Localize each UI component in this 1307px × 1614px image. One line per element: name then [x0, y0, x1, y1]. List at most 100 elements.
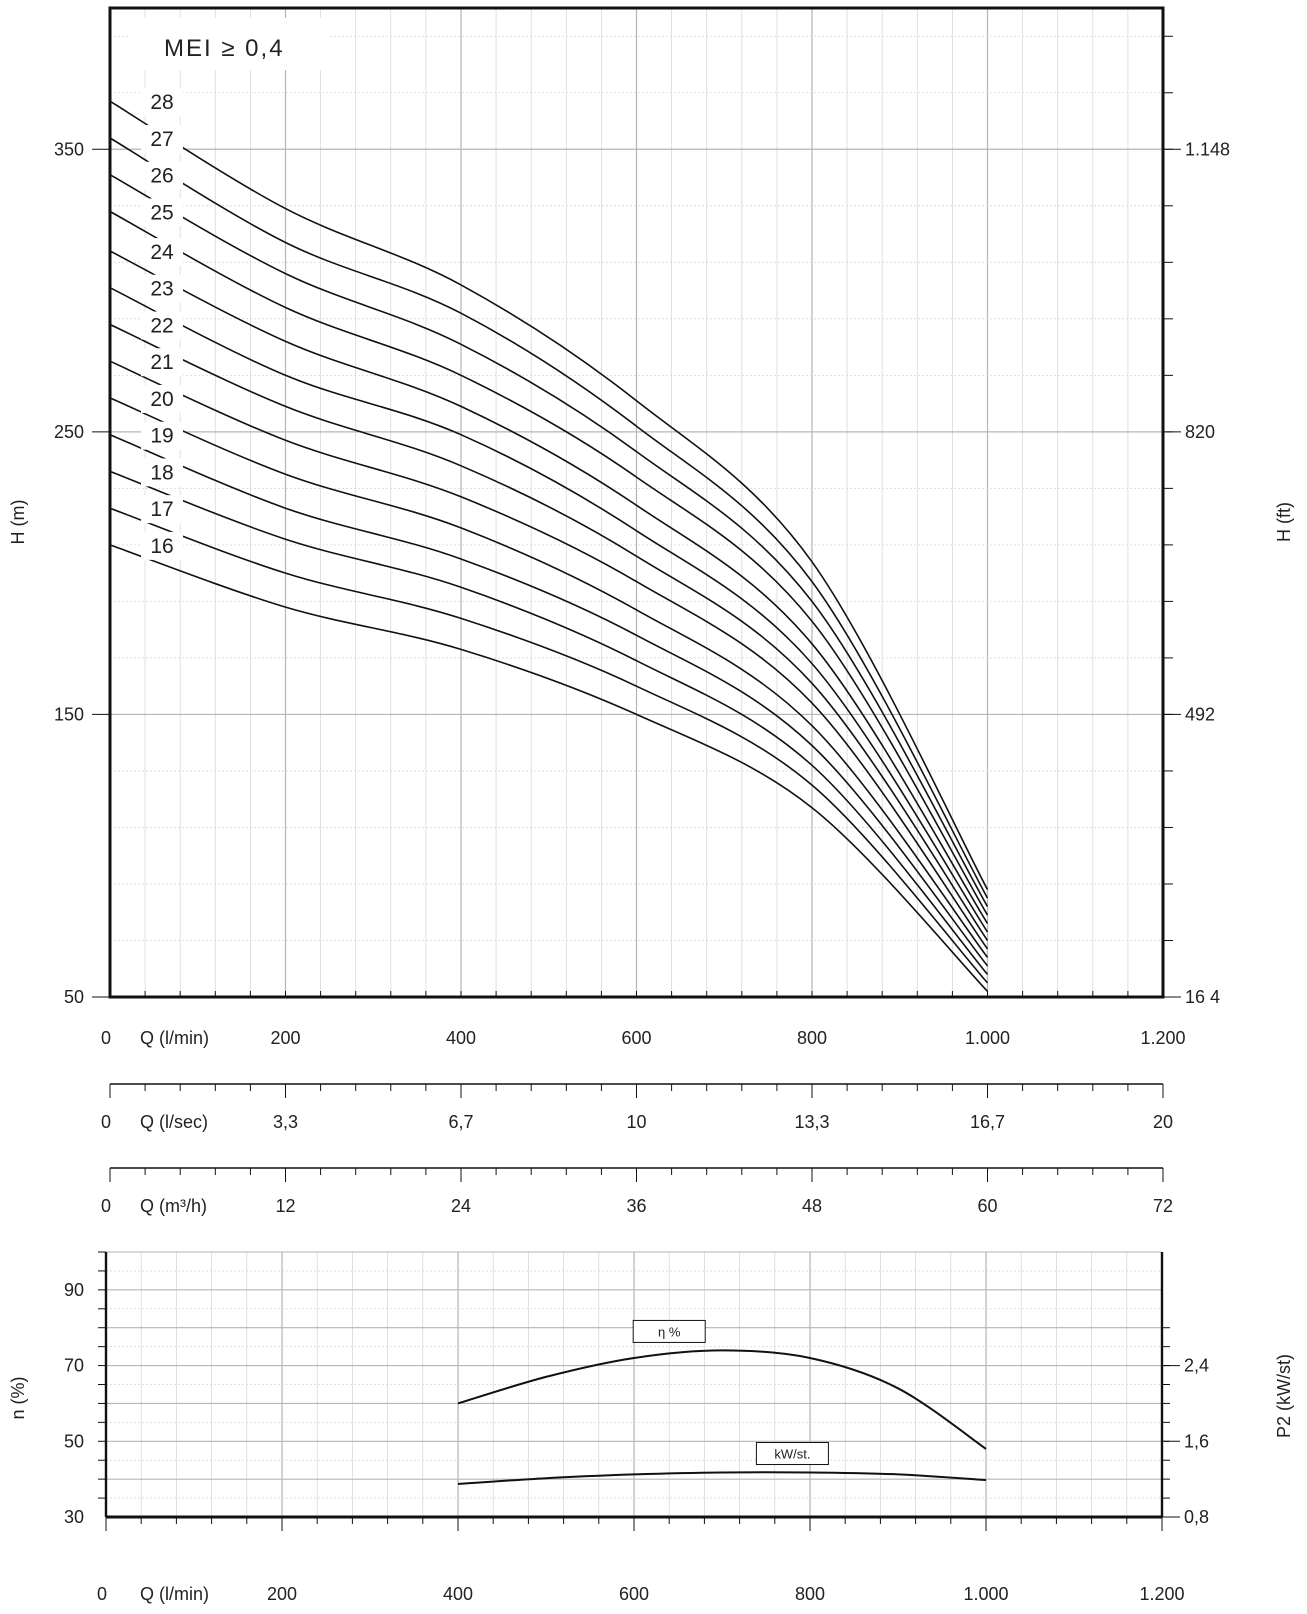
curve-label-bg	[141, 384, 183, 413]
y-tick-label: 150	[54, 704, 84, 724]
curve-label-bg	[141, 238, 183, 267]
flow-axis-tick-label: 600	[621, 1028, 651, 1048]
flow-axis-tick-label: 600	[619, 1584, 649, 1604]
curve-label-28: 28	[150, 91, 173, 114]
head-y2-axis-title: H (ft)	[1274, 502, 1294, 542]
y2-tick-label: 492	[1185, 704, 1215, 724]
series-label-box	[755, 1442, 829, 1466]
curve-label-bg	[141, 88, 183, 117]
y-tick-label: 50	[64, 987, 84, 1007]
head-y-ticks: 50 150 250 350 16 4 492 820 1.148	[54, 139, 1230, 1007]
curve-label-bg	[141, 124, 183, 153]
flow-axis-tick-label: 16,7	[970, 1112, 1005, 1132]
flow-axis-tick-label: 10	[626, 1112, 646, 1132]
flow-axis-tick-label: 24	[451, 1196, 471, 1216]
efficiency-series-label: η %	[658, 1324, 681, 1339]
flow-axis-tick-label: 1.000	[965, 1028, 1010, 1048]
y2-tick-label: 820	[1185, 422, 1215, 442]
power-series-label: kW/st.	[774, 1447, 810, 1462]
flow-axis-title: Q (m³/h)	[140, 1196, 207, 1216]
head-curve-27	[109, 137, 989, 899]
efficiency-x-axis: 0 Q (l/min) 200 400 600 800 1.000 1.200	[97, 1584, 1185, 1604]
curve-label-bg	[141, 161, 183, 190]
curve-label-17: 17	[150, 498, 173, 521]
curve-label-26: 26	[150, 165, 173, 188]
curve-label-21: 21	[150, 351, 173, 374]
flow-axis-title: Q (l/min)	[140, 1584, 209, 1604]
power-tick-label: 1,6	[1184, 1431, 1209, 1451]
efficiency-power-curves: η % kW/st.	[457, 1319, 987, 1485]
flow-axis-tick-label: 13,3	[794, 1112, 829, 1132]
curve-label-18: 18	[150, 461, 173, 484]
power-tick-label: 0,8	[1184, 1507, 1209, 1527]
head-curve-20	[109, 397, 989, 958]
flow-axis-tick-label: 12	[275, 1196, 295, 1216]
curve-label-bg	[141, 311, 183, 340]
y-tick-label: 350	[54, 139, 84, 159]
flow-axis-tick-label: 1.200	[1140, 1028, 1185, 1048]
curve-label-27: 27	[150, 128, 173, 151]
efficiency-y-axis-title: n (%)	[8, 1376, 28, 1419]
flow-axis-tick-label: 800	[795, 1584, 825, 1604]
curve-label-16: 16	[150, 535, 173, 558]
head-curve-17	[109, 507, 989, 984]
curve-label-24: 24	[150, 241, 174, 264]
flow-axis-title: Q (l/min)	[140, 1028, 209, 1048]
flow-axis-tick-label: 400	[446, 1028, 476, 1048]
flow-axis-tick-label: 400	[443, 1584, 473, 1604]
efficiency-tick-label: 90	[64, 1280, 84, 1300]
flow-axis-tick-label: 48	[802, 1196, 822, 1216]
efficiency-curve	[457, 1349, 987, 1450]
y-tick-label: 250	[54, 422, 84, 442]
head-curve-16	[109, 544, 989, 992]
flow-axis-title: Q (l/sec)	[140, 1112, 208, 1132]
head-chart-frame	[108, 6, 1173, 999]
head-curves	[109, 100, 989, 992]
curve-label-bg	[141, 274, 183, 303]
curve-label-bg	[141, 495, 183, 524]
head-curve-26	[109, 174, 989, 907]
efficiency-tick-label: 50	[64, 1431, 84, 1451]
flow-axis-tick-label: 3,3	[273, 1112, 298, 1132]
flow-axis-zero: 0	[101, 1028, 111, 1048]
flow-axis-tick-label: 1.000	[963, 1584, 1008, 1604]
efficiency-chart-grid	[105, 1251, 1163, 1518]
head-curve-19	[109, 433, 989, 967]
y2-tick-label: 1.148	[1185, 139, 1230, 159]
flow-axis-tick-label: 20	[1153, 1112, 1173, 1132]
flow-axis-zero: 0	[101, 1196, 111, 1216]
efficiency-y-ticks: 30 50 70 90 0,8 1,6 2,4	[64, 1280, 1209, 1527]
head-curve-22	[109, 323, 989, 941]
mei-annotation: MEI ≥ 0,4	[164, 35, 285, 62]
flow-axis-tick-label: 72	[1153, 1196, 1173, 1216]
flow-axis-tick-label: 6,7	[448, 1112, 473, 1132]
power-y-axis-title: P2 (kW/st)	[1274, 1354, 1294, 1438]
head-curve-25	[109, 210, 989, 916]
flow-axis-tick-label: 36	[626, 1196, 646, 1216]
flow-axis-tick-label: 800	[797, 1028, 827, 1048]
mei-label-box	[128, 18, 328, 70]
power-curve	[457, 1471, 987, 1485]
flow-axis-zero: 0	[101, 1112, 111, 1132]
flow-axis-tick-label: 1.200	[1139, 1584, 1184, 1604]
efficiency-tick-label: 70	[64, 1356, 84, 1376]
head-curve-28	[109, 100, 989, 890]
head-curve-23	[109, 286, 989, 933]
flow-axis-tick-label: 200	[270, 1028, 300, 1048]
head-curve-24	[109, 250, 989, 924]
series-label-box	[632, 1319, 706, 1343]
curve-label-bg	[141, 348, 183, 377]
curve-label-25: 25	[150, 201, 173, 224]
efficiency-tick-label: 30	[64, 1507, 84, 1527]
curve-label-bg	[141, 421, 183, 450]
power-tick-label: 2,4	[1184, 1356, 1209, 1376]
curve-label-bg	[141, 198, 183, 227]
curve-label-20: 20	[150, 388, 173, 411]
curve-label-22: 22	[150, 314, 173, 337]
flow-axis-zero: 0	[97, 1584, 107, 1604]
head-curve-21	[109, 360, 989, 950]
flow-axis-tick-label: 200	[267, 1584, 297, 1604]
curve-label-19: 19	[150, 425, 173, 448]
